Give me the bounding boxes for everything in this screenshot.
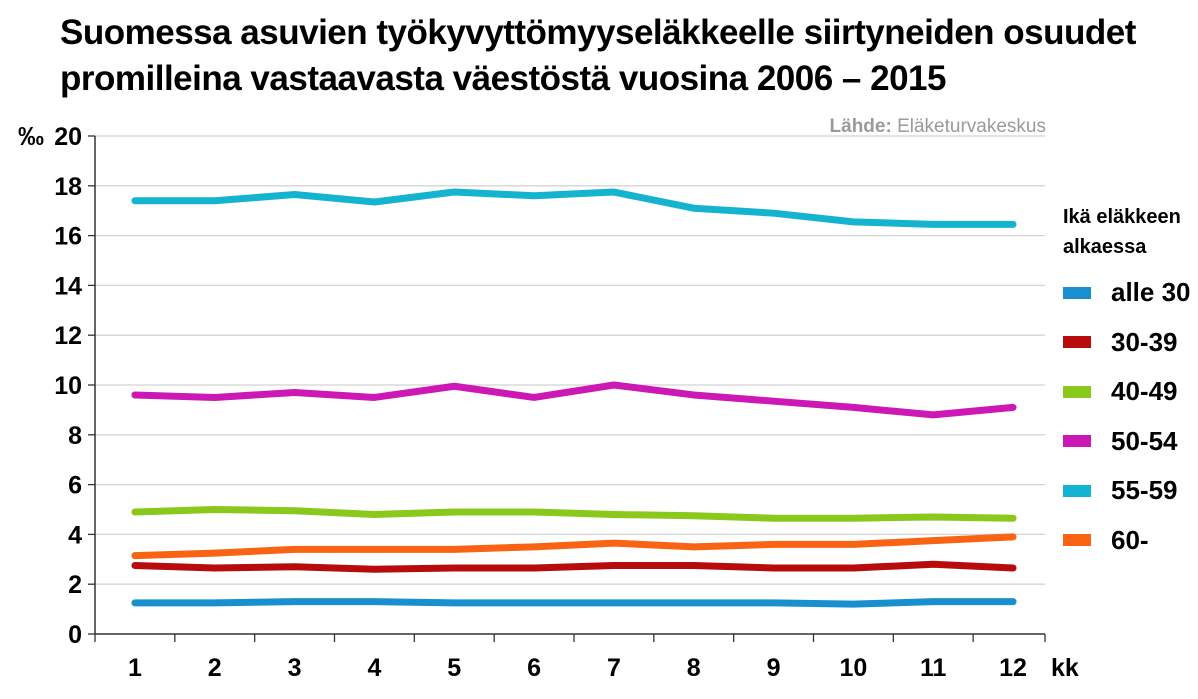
y-tick-label-2: 2 (68, 571, 82, 599)
legend-item: 55-59 (1063, 466, 1191, 516)
y-tick-label-10: 10 (54, 372, 82, 400)
x-tick-label-6: 6 (527, 654, 541, 682)
series-line-55-59 (131, 188, 1017, 228)
x-tick-label-11: 11 (920, 654, 947, 682)
chart-title: Suomessa asuvien työkyvyttömyyseläkkeell… (60, 10, 1180, 102)
y-tick-label-8: 8 (68, 422, 82, 450)
x-tick-label-5: 5 (447, 654, 461, 682)
legend-title: Ikä eläkkeen alkaessa (1063, 202, 1193, 262)
x-tick-label-1: 1 (128, 654, 142, 682)
series-line-40-49 (131, 506, 1017, 522)
legend-swatch (1063, 534, 1091, 547)
legend-label: alle 30 (1111, 277, 1191, 308)
legend-label: 40-49 (1111, 376, 1178, 407)
x-tick-label-9: 9 (767, 654, 781, 682)
legend: alle 30 30-39 40-49 50-54 55-59 60- (1063, 268, 1191, 565)
legend-item: 60- (1063, 516, 1191, 566)
source-note: Lähde: Eläketurvakeskus (830, 116, 1046, 138)
legend-item: 50-54 (1063, 417, 1191, 467)
legend-item: 30-39 (1063, 318, 1191, 368)
legend-label: 50-54 (1111, 425, 1178, 456)
legend-swatch (1063, 286, 1091, 299)
legend-label: 30-39 (1111, 326, 1178, 357)
legend-item: alle 30 (1063, 268, 1191, 318)
y-tick-label-16: 16 (54, 223, 82, 251)
y-axis-unit: ‰ (18, 121, 44, 151)
legend-item: 40-49 (1063, 367, 1191, 417)
x-tick-label-4: 4 (367, 654, 381, 682)
legend-title-line-1: Ikä eläkkeen (1063, 206, 1181, 228)
series-line-50-54 (131, 381, 1017, 419)
y-tick-label-6: 6 (68, 472, 82, 500)
y-tick-label-12: 12 (54, 322, 82, 350)
legend-title-line-2: alkaessa (1063, 236, 1147, 258)
y-tick-label-18: 18 (54, 173, 82, 201)
y-tick-label-20: 20 (54, 123, 82, 151)
x-axis-label: kk (1051, 654, 1079, 682)
x-tick-label-3: 3 (288, 654, 302, 682)
legend-swatch (1063, 435, 1091, 448)
x-tick-label-7: 7 (607, 654, 621, 682)
legend-label: 60- (1111, 524, 1149, 555)
legend-swatch (1063, 336, 1091, 349)
legend-label: 55-59 (1111, 475, 1178, 506)
y-tick-label-0: 0 (68, 621, 82, 649)
x-tick-label-12: 12 (999, 654, 1027, 682)
chart-title-line-1: Suomessa asuvien työkyvyttömyyseläkkeell… (60, 13, 1136, 52)
legend-swatch (1063, 385, 1091, 398)
x-tick-label-8: 8 (687, 654, 701, 682)
series-line-30-39 (131, 560, 1017, 573)
x-tick-label-2: 2 (208, 654, 222, 682)
y-tick-label-14: 14 (54, 272, 82, 300)
series-line-alle-30 (131, 598, 1017, 608)
series-line-60- (131, 533, 1017, 560)
source-name: Eläketurvakeskus (897, 116, 1046, 137)
x-tick-label-10: 10 (839, 654, 867, 682)
chart-title-line-2: promilleina vastaavasta väestöstä vuosin… (60, 59, 946, 98)
y-tick-label-4: 4 (68, 521, 82, 549)
legend-swatch (1063, 484, 1091, 497)
source-label: Lähde: (829, 116, 892, 137)
